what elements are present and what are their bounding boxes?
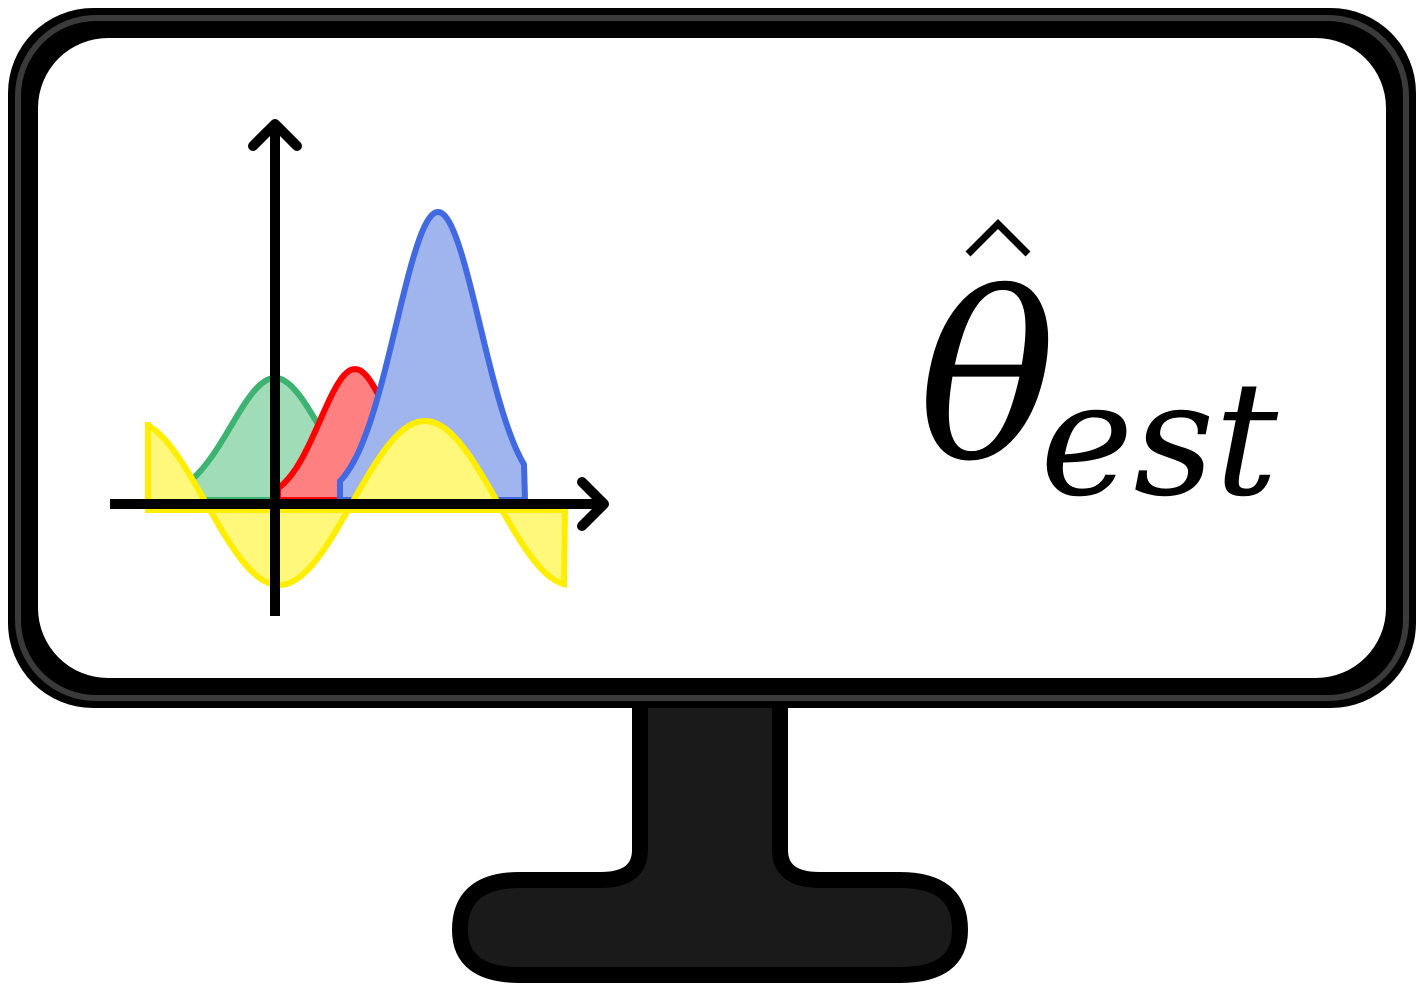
estimator-label: θ est xyxy=(918,219,1279,532)
x-axis-arrowhead xyxy=(577,477,609,531)
y-axis-arrowhead xyxy=(248,119,302,151)
blue-gaussian-curve xyxy=(337,208,529,503)
monitor-stand-neck xyxy=(452,682,968,983)
subscript-est: est xyxy=(1040,348,1279,532)
monitor-screen xyxy=(38,38,1386,678)
theta-symbol: θ xyxy=(918,246,1056,513)
hat-accent xyxy=(965,219,1031,257)
density-plot xyxy=(110,119,609,616)
